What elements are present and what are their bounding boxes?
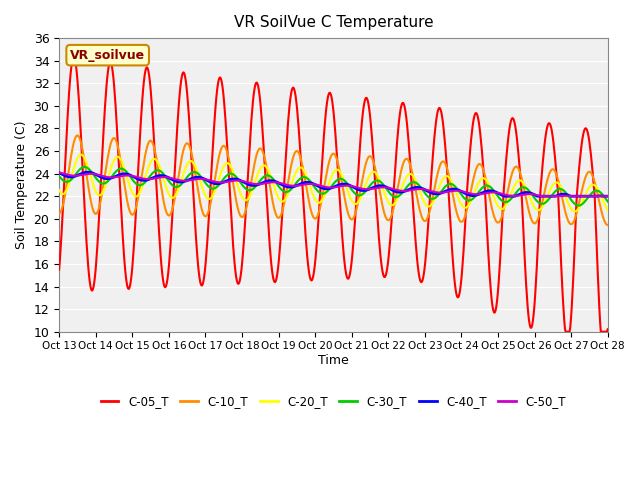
C-20_T	[417, 192, 424, 197]
Line: C-20_T: C-20_T	[59, 155, 608, 212]
Title: VR SoilVue C Temperature: VR SoilVue C Temperature	[234, 15, 433, 30]
C-40_T	[604, 193, 612, 199]
C-50_T	[400, 188, 408, 194]
C-20_T	[77, 152, 85, 157]
C-20_T	[207, 195, 215, 201]
C-20_T	[401, 177, 408, 183]
C-10_T	[55, 210, 63, 216]
Line: C-10_T: C-10_T	[59, 135, 608, 225]
C-30_T	[81, 164, 88, 170]
C-05_T	[207, 177, 215, 182]
C-05_T	[401, 105, 408, 110]
C-05_T	[70, 54, 77, 60]
C-10_T	[74, 132, 81, 138]
C-20_T	[122, 172, 130, 178]
C-05_T	[122, 277, 130, 283]
C-30_T	[417, 184, 424, 190]
C-10_T	[401, 157, 408, 163]
C-50_T	[416, 186, 424, 192]
C-10_T	[604, 222, 612, 228]
C-30_T	[604, 199, 612, 204]
C-05_T	[55, 267, 63, 273]
C-40_T	[401, 189, 408, 194]
Line: C-30_T: C-30_T	[59, 167, 608, 205]
C-05_T	[178, 73, 186, 79]
Text: VR_soilvue: VR_soilvue	[70, 48, 145, 61]
C-30_T	[575, 203, 582, 208]
C-50_T	[55, 169, 63, 175]
C-40_T	[65, 174, 73, 180]
Line: C-05_T: C-05_T	[59, 57, 608, 332]
X-axis label: Time: Time	[318, 354, 349, 367]
C-10_T	[65, 166, 73, 172]
Line: C-40_T: C-40_T	[59, 172, 608, 196]
C-40_T	[207, 180, 215, 185]
C-10_T	[122, 193, 130, 199]
C-40_T	[178, 179, 186, 185]
C-40_T	[501, 193, 509, 199]
C-10_T	[207, 199, 215, 204]
C-20_T	[55, 187, 63, 193]
C-20_T	[178, 175, 186, 181]
C-30_T	[401, 187, 408, 192]
C-30_T	[65, 179, 73, 184]
C-20_T	[65, 181, 73, 187]
C-50_T	[206, 178, 214, 183]
C-40_T	[122, 171, 130, 177]
C-50_T	[122, 173, 129, 179]
C-50_T	[604, 193, 612, 199]
Legend: C-05_T, C-10_T, C-20_T, C-30_T, C-40_T, C-50_T: C-05_T, C-10_T, C-20_T, C-30_T, C-40_T, …	[96, 390, 571, 413]
C-40_T	[84, 169, 92, 175]
C-40_T	[417, 185, 424, 191]
C-05_T	[417, 279, 424, 285]
C-50_T	[65, 172, 73, 178]
C-20_T	[571, 209, 579, 215]
C-50_T	[177, 178, 185, 183]
C-30_T	[207, 185, 215, 191]
C-30_T	[55, 173, 63, 179]
Y-axis label: Soil Temperature (C): Soil Temperature (C)	[15, 120, 28, 249]
C-10_T	[178, 154, 186, 159]
C-30_T	[122, 168, 130, 174]
C-05_T	[604, 326, 612, 332]
C-05_T	[562, 329, 570, 335]
Line: C-50_T: C-50_T	[59, 172, 608, 196]
C-30_T	[178, 180, 186, 186]
C-50_T	[538, 193, 545, 199]
C-40_T	[55, 170, 63, 176]
C-05_T	[65, 90, 73, 96]
C-10_T	[417, 211, 424, 216]
C-20_T	[604, 207, 612, 213]
